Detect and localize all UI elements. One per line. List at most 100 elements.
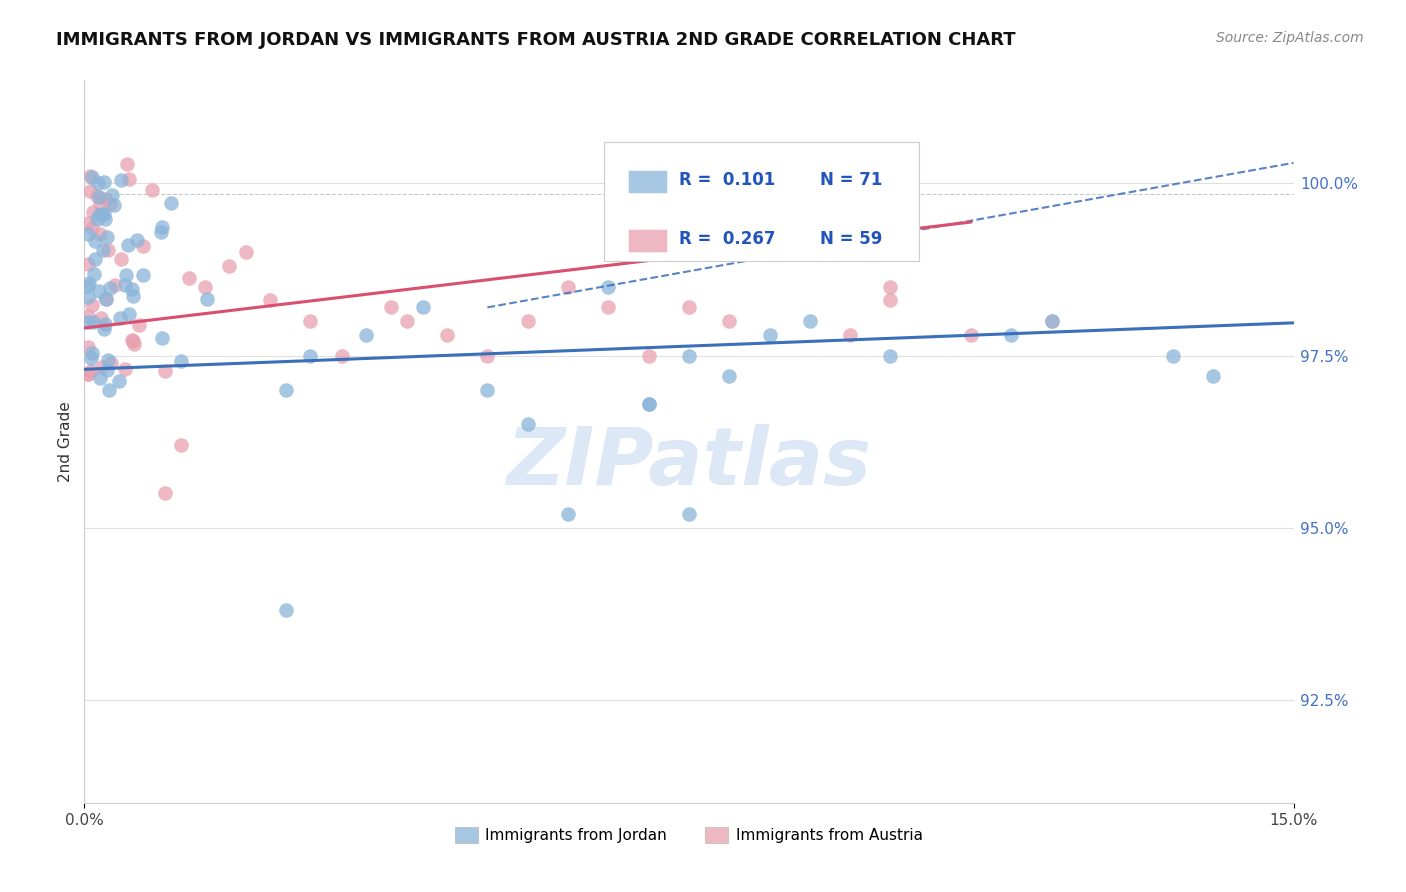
Point [274, 383, 297, 397]
Point [132, 268, 155, 282]
Text: Source: ZipAtlas.com: Source: ZipAtlas.com [1216, 31, 1364, 45]
Point [77, 279, 100, 293]
Point [159, 196, 181, 211]
Point [96, 292, 118, 306]
Point [84, 252, 107, 267]
Point [96, 229, 118, 244]
Point [718, 369, 741, 384]
Point [91, 244, 114, 258]
Point [395, 314, 418, 328]
Point [516, 417, 538, 432]
Point [170, 438, 193, 452]
Point [128, 318, 150, 332]
Point [77, 368, 100, 382]
Text: R =  0.101: R = 0.101 [679, 171, 776, 189]
Point [77, 216, 100, 230]
Point [77, 290, 100, 304]
Point [100, 355, 122, 369]
Point [122, 334, 145, 348]
Point [150, 219, 173, 234]
Point [121, 281, 143, 295]
Point [77, 341, 100, 355]
Point [97, 352, 120, 367]
Point [412, 301, 434, 315]
Point [879, 349, 901, 363]
Point [96, 362, 118, 376]
Point [90, 311, 112, 326]
Y-axis label: 2nd Grade: 2nd Grade [58, 401, 73, 482]
Point [839, 327, 862, 342]
Point [93, 317, 115, 331]
Point [1040, 314, 1063, 328]
Point [98, 281, 121, 295]
Point [879, 279, 901, 293]
Point [110, 252, 132, 266]
FancyBboxPatch shape [605, 142, 918, 260]
Point [89, 227, 111, 242]
Point [1000, 327, 1022, 342]
Point [879, 293, 901, 308]
Point [108, 311, 131, 326]
Point [678, 507, 700, 521]
Text: R =  0.267: R = 0.267 [679, 230, 776, 248]
Text: N = 71: N = 71 [820, 171, 882, 189]
Point [117, 238, 139, 252]
Point [330, 349, 353, 363]
Point [77, 227, 100, 241]
Point [132, 239, 155, 253]
Point [170, 354, 193, 368]
Point [77, 315, 100, 329]
Point [89, 371, 111, 385]
Point [121, 333, 143, 347]
Point [637, 397, 659, 411]
Point [235, 245, 257, 260]
Point [77, 276, 100, 290]
Point [82, 315, 104, 329]
Point [122, 337, 145, 351]
Point [1202, 369, 1225, 384]
Point [94, 292, 117, 306]
Point [83, 268, 105, 282]
Point [79, 169, 101, 183]
Point [122, 289, 145, 303]
Point [436, 327, 458, 342]
Point [108, 374, 131, 388]
FancyBboxPatch shape [628, 169, 668, 193]
Point [87, 176, 110, 190]
Point [89, 197, 111, 211]
Point [125, 233, 148, 247]
Point [516, 314, 538, 328]
Point [637, 349, 659, 363]
Point [98, 197, 121, 211]
Text: N = 59: N = 59 [820, 230, 882, 248]
Point [177, 271, 200, 285]
Point [80, 346, 103, 360]
Point [557, 507, 579, 521]
Point [114, 361, 136, 376]
Point [87, 208, 110, 222]
Point [94, 192, 117, 206]
Point [89, 190, 111, 204]
Text: IMMIGRANTS FROM JORDAN VS IMMIGRANTS FROM AUSTRIA 2ND GRADE CORRELATION CHART: IMMIGRANTS FROM JORDAN VS IMMIGRANTS FRO… [56, 31, 1017, 49]
Point [299, 349, 322, 363]
Point [80, 220, 103, 235]
Point [77, 257, 100, 271]
Point [77, 367, 100, 381]
Point [93, 207, 115, 221]
Point [82, 204, 104, 219]
Point [93, 175, 115, 189]
Point [356, 327, 378, 342]
Point [117, 157, 139, 171]
Point [678, 349, 700, 363]
Point [94, 212, 117, 227]
Point [477, 349, 499, 363]
Point [98, 383, 121, 397]
Point [83, 235, 105, 249]
Point [299, 314, 322, 328]
Point [118, 171, 141, 186]
Point [80, 298, 103, 312]
Point [598, 279, 620, 293]
Point [104, 278, 127, 293]
Point [86, 211, 108, 226]
Point [80, 351, 103, 365]
